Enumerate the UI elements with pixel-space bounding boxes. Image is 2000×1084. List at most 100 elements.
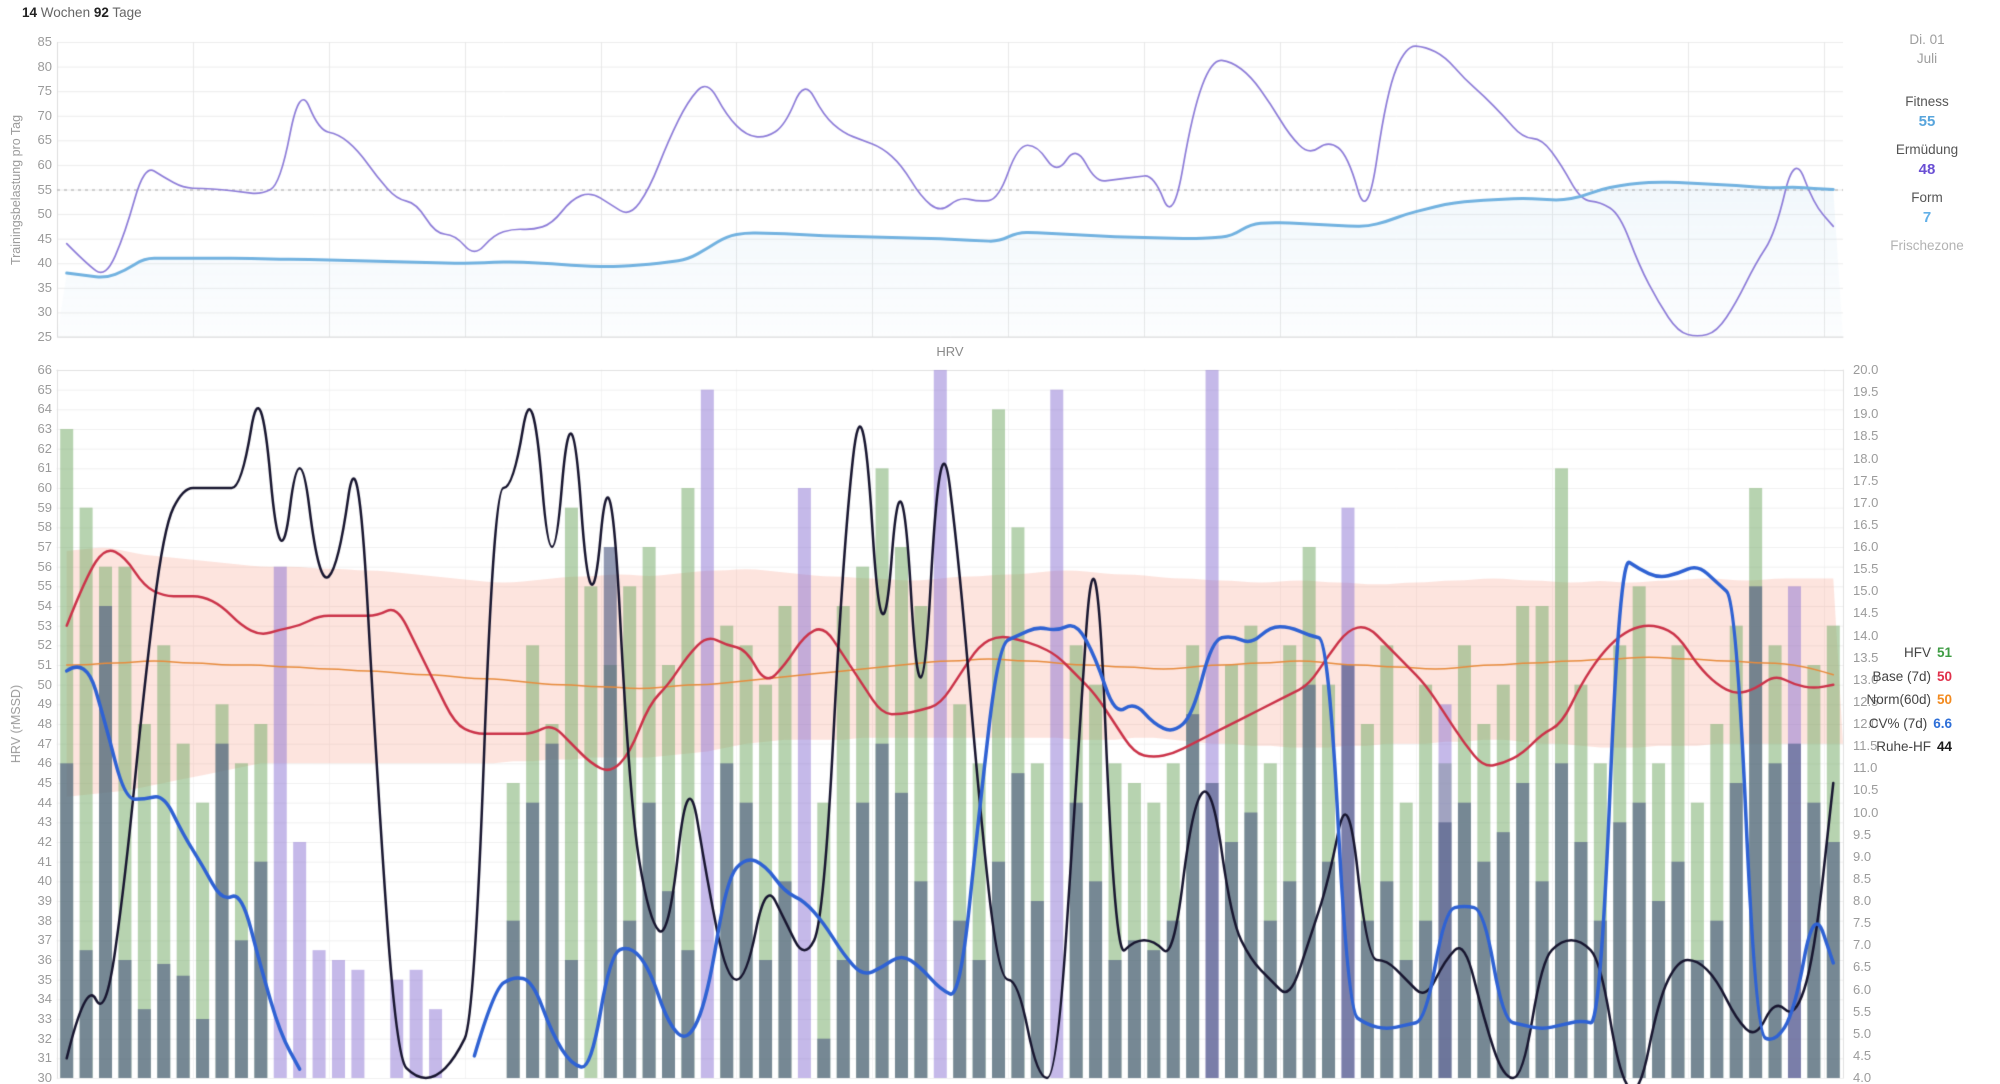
legend-value: 6.6: [1933, 715, 1952, 731]
form-label: Form: [1911, 190, 1943, 205]
y-tick-label: 39: [37, 893, 52, 908]
legend-label: Ruhe-HF: [1876, 739, 1931, 754]
days-label: Tage: [112, 5, 142, 20]
legend-value: 50: [1936, 692, 1952, 707]
y-tick-label: 33: [37, 1011, 52, 1026]
y-tick-label: 40: [37, 255, 52, 271]
y-tick-label: 5.0: [1853, 1025, 1872, 1041]
form-value: 7: [1922, 209, 1932, 226]
y-tick-label: 11.5: [1853, 738, 1878, 754]
legend-value: 44: [1936, 739, 1952, 754]
y-tick-label: 59: [37, 499, 52, 515]
legend-value: 51: [1936, 645, 1952, 660]
y-tick-label: 13.0: [1853, 671, 1879, 687]
y-tick-label: 63: [37, 421, 52, 436]
y-tick-label: 56: [37, 558, 52, 574]
y-tick-label: 52: [37, 637, 52, 653]
y-tick-label: 45: [37, 230, 52, 246]
y-tick-label: 43: [37, 814, 52, 830]
y-tick-label: 7.5: [1853, 915, 1872, 931]
y-tick-label: 42: [37, 834, 52, 849]
y-tick-label: 58: [37, 519, 52, 535]
y-tick-label: 18.0: [1853, 450, 1879, 466]
y-tick-label: 15.0: [1853, 583, 1879, 599]
fitness-label: Fitness: [1905, 94, 1949, 109]
y-tick-label: 36: [37, 952, 52, 967]
y-tick-label: 55: [37, 578, 52, 594]
y-tick-label: 14.0: [1853, 627, 1879, 643]
y-tick-label: 50: [37, 206, 52, 222]
y-tick-label: 30: [37, 304, 52, 320]
legend-item-hfv: HFV 51: [1866, 645, 1952, 669]
y-tick-label: 85: [37, 34, 52, 49]
y-tick-label: 7.0: [1853, 937, 1872, 953]
y-tick-label: 35: [37, 971, 52, 987]
y-tick-label: 75: [37, 83, 52, 99]
y-tick-label: 80: [37, 58, 52, 74]
fitness-value: 55: [1918, 113, 1936, 130]
y-tick-label: 47: [37, 735, 52, 751]
y-tick-label: 17.5: [1853, 472, 1879, 488]
y-tick-label: 64: [37, 401, 52, 417]
legend-label: Base (7d): [1872, 668, 1931, 684]
legend-item-norm60d: Norm(60d) 50: [1866, 692, 1952, 716]
y-tick-label: 19.5: [1853, 384, 1879, 400]
y-tick-label: 18.5: [1853, 428, 1879, 444]
y-tick-label: 70: [37, 107, 52, 123]
y-tick-label: 4.5: [1853, 1047, 1872, 1063]
y-tick-label: 6.5: [1853, 959, 1872, 975]
fatigue-label: Ermüdung: [1895, 142, 1959, 157]
y-tick-label: 16.5: [1853, 516, 1879, 532]
y-tick-label: 10.5: [1853, 782, 1879, 798]
y-tick-label: 6.0: [1853, 981, 1872, 997]
y-tick-label: 32: [37, 1030, 52, 1046]
hrv-legend: HFV 51 Base (7d) 50 Norm(60d) 50 CV% (7d) 6.…: [1866, 645, 1952, 763]
y-tick-label: 11.0: [1853, 760, 1878, 776]
y-tick-label: 38: [37, 912, 52, 928]
selected-date-month: Juli: [1916, 51, 1938, 66]
y-tick-label: 8.5: [1853, 870, 1872, 886]
y-tick-label: 31: [37, 1050, 52, 1066]
y-tick-label: 45: [37, 775, 52, 790]
y-tick-label: 65: [37, 132, 52, 148]
y-tick-label: 30: [37, 1070, 52, 1084]
y-tick-label: 5.5: [1853, 1003, 1872, 1019]
y-tick-label: 61: [37, 460, 52, 476]
y-tick-label: 60: [37, 156, 52, 172]
legend-label: CV% (7d): [1868, 715, 1928, 731]
y-tick-label: 16.0: [1853, 539, 1879, 554]
fatigue-value: 48: [1918, 161, 1936, 178]
weeks-count: 14: [22, 5, 38, 20]
y-tick-label: 54: [37, 598, 52, 613]
range-summary: 14 Wochen 92 Tage: [22, 5, 142, 20]
y-tick-label: 25: [37, 329, 52, 344]
y-tick-label: 12.0: [1853, 716, 1879, 731]
y-tick-label: 14.5: [1853, 605, 1879, 621]
freshness-zone-label: Frischezone: [1890, 238, 1964, 253]
y-tick-label: 17.0: [1853, 494, 1879, 510]
y-tick-label: 48: [37, 716, 52, 731]
y-tick-label: 44: [37, 794, 52, 810]
y-tick-label: 60: [37, 480, 52, 495]
y-tick-label: 15.5: [1853, 561, 1879, 577]
y-tick-label: 40: [37, 873, 52, 889]
legend-item-base7d: Base (7d) 50: [1866, 669, 1952, 693]
legend-label: HFV: [1903, 645, 1931, 660]
y-tick-label: 62: [37, 440, 52, 456]
y-tick-label: 20.0: [1853, 362, 1879, 377]
legend-item-ruhehf: Ruhe-HF 44: [1866, 739, 1952, 763]
selected-date-day: Di. 01: [1909, 32, 1945, 47]
y-tick-label: 46: [37, 755, 52, 771]
y-tick-label: 4.0: [1853, 1070, 1872, 1084]
y-tick-label: 10.0: [1853, 804, 1879, 820]
y-tick-label: 13.5: [1853, 649, 1879, 665]
y-tick-label: 66: [37, 362, 52, 377]
weeks-label: Wochen: [40, 5, 91, 20]
y-tick-label: 9.0: [1853, 848, 1872, 864]
legend-label: Norm(60d): [1866, 692, 1931, 707]
y-tick-label: 19.0: [1853, 406, 1879, 422]
y-tick-label: 41: [37, 853, 52, 869]
y-tick-label: 35: [37, 279, 52, 295]
